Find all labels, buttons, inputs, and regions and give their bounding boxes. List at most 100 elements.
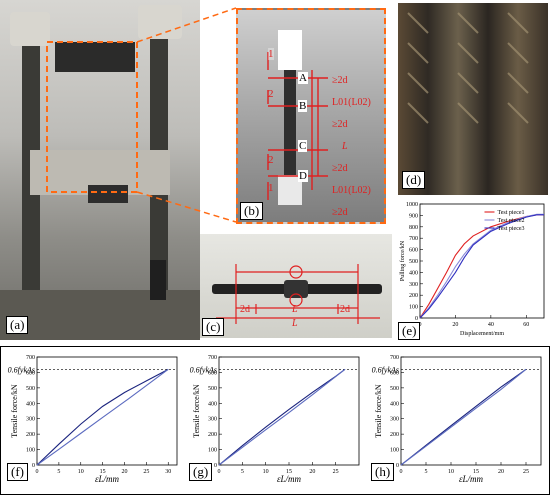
label-1-top: 1 xyxy=(268,48,274,60)
upper-grip xyxy=(278,30,302,70)
y-tick-label: 400 xyxy=(409,270,418,276)
legend-entry: Test piece3 xyxy=(497,226,524,232)
legend-entry: Test piece2 xyxy=(497,218,524,224)
label-1-bottom: 1 xyxy=(268,182,274,194)
label-b: (b) xyxy=(240,202,264,220)
reference-annotation: 0.6fykAs xyxy=(372,365,399,374)
x-axis-label: εL/mm xyxy=(95,474,120,484)
x-tick-label: 5 xyxy=(241,469,244,475)
y-tick-label: 400 xyxy=(26,401,35,407)
chart-h: 0 5 10 15 20 25 0 100 200 300 400 500 600 700 0.6fykAs… xyxy=(372,355,542,484)
x-tick-label: 25 xyxy=(523,469,529,475)
series-line-1 xyxy=(36,368,169,466)
dim-2d-left: 2d xyxy=(240,304,250,315)
series-line-2 xyxy=(36,368,169,466)
y-tick-label: 700 xyxy=(409,236,418,242)
x-tick-label: 0 xyxy=(36,469,39,475)
label-e: (e) xyxy=(398,322,421,340)
dim-L-mid: L xyxy=(292,304,298,315)
L01-L02-bottom: L01(L02) xyxy=(332,185,371,196)
x-axis-label: Displacement/mm xyxy=(460,331,504,337)
rebar-diagram xyxy=(212,264,382,324)
y-tick-label: 100 xyxy=(390,448,399,454)
y-tick-label: 0 xyxy=(32,463,35,469)
x-tick-label: 10 xyxy=(448,469,454,475)
y-tick-label: 0 xyxy=(214,463,217,469)
y-axis-label: Tensile force/kN xyxy=(192,384,201,438)
point-C: C xyxy=(298,140,308,152)
ge2d-4: ≥2d xyxy=(332,207,348,218)
chart-f: 0 5 10 15 20 25 3001002003004005006007000.6fyk… xyxy=(8,355,178,484)
y-tick-label: 400 xyxy=(390,401,399,407)
y-tick-label: 900 xyxy=(409,213,418,219)
y-axis-label: Pulling force/kN xyxy=(399,240,406,281)
label-h: (h) xyxy=(371,463,395,481)
point-D: D xyxy=(298,170,308,182)
label-2-bottom: 2 xyxy=(268,154,274,166)
y-tick-label: 200 xyxy=(409,293,418,299)
y-tick-label: 400 xyxy=(208,401,217,407)
x-tick-label: 20 xyxy=(498,469,504,475)
x-tick-label: 5 xyxy=(57,469,60,475)
left-cap xyxy=(10,12,50,46)
y-axis-label: Tensile force/kN xyxy=(374,384,383,438)
x-tick-label: 10 xyxy=(263,469,269,475)
x-tick-label: 25 xyxy=(333,469,339,475)
y-tick-label: 1000 xyxy=(406,202,418,208)
reference-annotation: 0.6fykAs xyxy=(8,365,35,374)
ge2d-3: ≥2d xyxy=(332,163,348,174)
right-cap xyxy=(138,5,182,39)
y-tick-label: 300 xyxy=(26,417,35,423)
series-line-2 xyxy=(400,368,527,466)
y-tick-label: 600 xyxy=(26,370,35,376)
x-tick-label: 15 xyxy=(286,469,292,475)
x-tick-label: 5 xyxy=(425,469,428,475)
y-tick-label: 500 xyxy=(208,386,217,392)
y-tick-label: 200 xyxy=(208,432,217,438)
label-f: (f) xyxy=(7,463,28,481)
plot-frame xyxy=(400,356,542,466)
ge2d-2: ≥2d xyxy=(332,119,348,130)
x-axis-label: εL/mm xyxy=(277,474,302,484)
bottom-charts-frame: 0 5 10 15 20 25 30 0 100 200 300 400 500 600 700 0.6fyk… xyxy=(0,346,550,495)
x-tick-label: 40 xyxy=(488,322,494,328)
chart-e: 020406001002003004005006007008009001000D… xyxy=(399,202,545,337)
series-line-1 xyxy=(400,368,527,466)
y-tick-label: 100 xyxy=(208,448,217,454)
series-line-2 xyxy=(419,213,544,319)
label-g: (g) xyxy=(189,463,213,481)
chart-g: 0 5 10 15 20 25 0 100 200 300 400 500 600 700 0.6fykAs… xyxy=(190,355,360,484)
plot-frame xyxy=(36,356,178,466)
series-line-3 xyxy=(419,214,544,319)
y-tick-label: 0 xyxy=(396,463,399,469)
x-tick-label: 15 xyxy=(473,469,479,475)
y-tick-label: 100 xyxy=(409,305,418,311)
x-tick-label: 20 xyxy=(122,469,128,475)
y-tick-label: 600 xyxy=(409,248,418,254)
label-d: (d) xyxy=(402,171,426,189)
rebar-dimensions xyxy=(216,264,380,324)
testing-machine-photo: (a) xyxy=(0,0,200,340)
y-tick-label: 300 xyxy=(208,417,217,423)
y-tick-label: 700 xyxy=(208,355,217,361)
plot-frame xyxy=(419,203,545,319)
rebar-specimen-photo: 2d L 2d L (c) xyxy=(200,234,392,338)
coupler xyxy=(284,280,308,298)
chart-e-panel: 020406001002003004005006007008009001000D… xyxy=(396,198,550,344)
dimension-labels: ≥2d L01(L02) ≥2d L ≥2d L01(L02) ≥2d xyxy=(332,70,384,222)
y-tick-label: 300 xyxy=(390,417,399,423)
x-tick-label: 10 xyxy=(78,469,84,475)
y-tick-label: 500 xyxy=(390,386,399,392)
y-tick-label: 300 xyxy=(409,282,418,288)
dim-L-bottom: L xyxy=(292,318,298,329)
point-A: A xyxy=(298,72,308,84)
y-tick-label: 0 xyxy=(415,316,418,322)
label-c: (c) xyxy=(202,318,225,336)
y-tick-label: 200 xyxy=(390,432,399,438)
dim-2d-right: 2d xyxy=(340,304,350,315)
x-tick-label: 25 xyxy=(143,469,149,475)
y-tick-label: 700 xyxy=(26,355,35,361)
y-tick-label: 500 xyxy=(26,386,35,392)
x-tick-label: 0 xyxy=(400,469,403,475)
controller xyxy=(88,185,128,203)
